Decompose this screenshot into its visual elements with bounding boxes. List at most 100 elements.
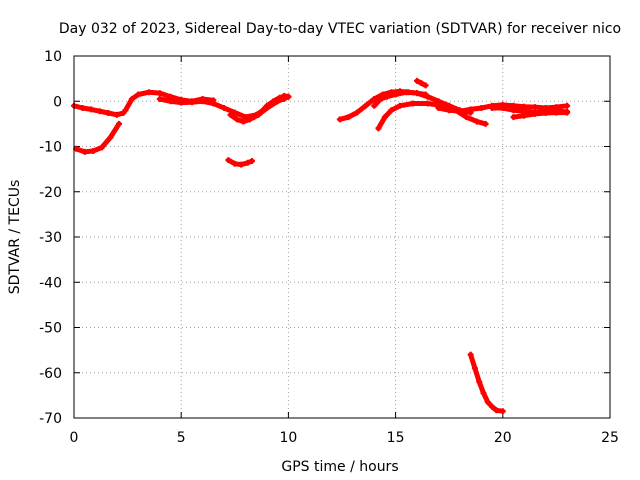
x-tick-label: 15: [387, 430, 405, 446]
y-tick-label: 10: [44, 49, 62, 65]
x-tick-label: 25: [601, 430, 619, 446]
y-tick-label: 0: [53, 94, 62, 110]
data-point: [414, 77, 421, 84]
data-point: [553, 109, 560, 116]
data-point: [403, 89, 410, 96]
data-point: [418, 80, 425, 87]
data-point: [276, 94, 283, 101]
y-tick-label: -70: [39, 411, 62, 427]
data-points: [71, 77, 571, 415]
data-point: [225, 157, 232, 164]
data-point: [480, 390, 487, 397]
data-point: [98, 144, 105, 151]
data-point: [116, 120, 123, 127]
data-point: [188, 99, 195, 106]
data-point: [521, 112, 528, 119]
data-point: [499, 105, 506, 112]
data-point: [354, 109, 361, 116]
data-point: [424, 93, 431, 100]
data-point: [233, 116, 240, 123]
data-point: [381, 114, 388, 121]
data-point: [248, 157, 255, 164]
data-point: [422, 82, 429, 89]
grid: [74, 56, 610, 418]
data-point: [489, 403, 496, 410]
data-point: [231, 160, 238, 167]
data-point: [482, 120, 489, 127]
y-tick-label: -20: [39, 185, 62, 201]
data-point: [231, 109, 238, 116]
data-point: [463, 114, 470, 121]
data-point: [510, 114, 517, 121]
data-point: [285, 93, 292, 100]
data-point: [156, 95, 163, 102]
data-point: [167, 98, 174, 105]
data-point: [105, 110, 112, 117]
data-point: [88, 106, 95, 113]
series-arc-15: [467, 351, 506, 415]
data-point: [146, 89, 153, 96]
data-point: [392, 91, 399, 98]
data-point: [478, 105, 485, 112]
data-point: [375, 125, 382, 132]
data-point: [396, 102, 403, 109]
x-tick-label: 0: [70, 430, 79, 446]
data-point: [244, 159, 251, 166]
data-point: [489, 105, 496, 112]
data-point: [107, 134, 114, 141]
data-point: [178, 99, 185, 106]
data-point: [371, 102, 378, 109]
data-point: [467, 351, 474, 358]
x-tick-label: 5: [177, 430, 186, 446]
data-point: [531, 104, 538, 111]
y-tick-label: -40: [39, 275, 62, 291]
data-point: [456, 108, 463, 115]
data-point: [135, 91, 142, 98]
data-point: [199, 98, 206, 105]
data-point: [251, 114, 258, 121]
data-point: [510, 107, 517, 114]
data-point: [281, 95, 288, 102]
data-point: [210, 100, 217, 107]
data-point: [240, 118, 247, 125]
y-axis-label: SDTVAR / TECUs: [7, 180, 23, 295]
data-point: [362, 102, 369, 109]
data-point: [79, 105, 86, 112]
series-arc-2: [73, 120, 123, 155]
series-arc-10: [375, 100, 489, 132]
data-point: [484, 399, 491, 406]
data-point: [371, 95, 378, 102]
y-tick-label: -30: [39, 230, 62, 246]
data-point: [531, 110, 538, 117]
chart-title: Day 032 of 2023, Sidereal Day-to-day VTE…: [59, 21, 621, 37]
data-point: [227, 111, 234, 118]
data-point: [471, 365, 478, 372]
data-point: [113, 111, 120, 118]
data-point: [409, 100, 416, 107]
data-point: [246, 116, 253, 123]
data-point: [414, 90, 421, 97]
series-arc-14: [510, 109, 571, 121]
data-point: [476, 378, 483, 385]
data-point: [257, 109, 264, 116]
data-point: [81, 148, 88, 155]
data-point: [336, 116, 343, 123]
series-arc-7: [225, 157, 255, 168]
data-point: [128, 95, 135, 102]
plot-frame: [73, 55, 611, 419]
data-point: [263, 102, 270, 109]
axis-ticks: 0 5 10 15 20 25 10 0 -10 -20 -30 -40 -50 -60 -70: [39, 49, 619, 446]
x-tick-label: 20: [494, 430, 512, 446]
data-point: [564, 102, 571, 109]
data-point: [221, 105, 228, 112]
data-point: [270, 98, 277, 105]
data-point: [474, 118, 481, 125]
data-point: [446, 107, 453, 114]
data-point: [238, 161, 245, 168]
y-tick-label: -50: [39, 321, 62, 337]
data-point: [90, 148, 97, 155]
data-point: [424, 100, 431, 107]
data-point: [542, 110, 549, 117]
